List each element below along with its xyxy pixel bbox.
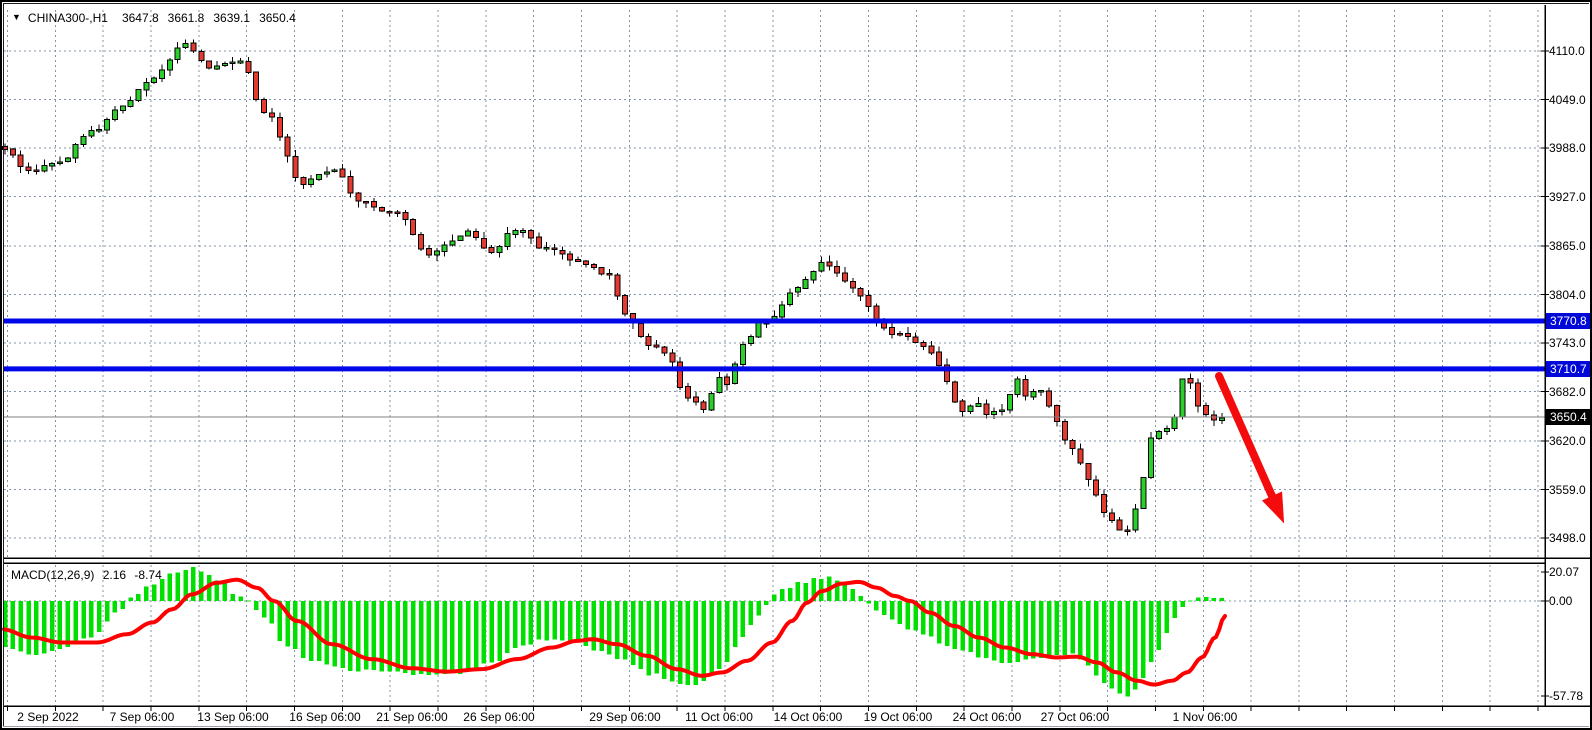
time-axis-label: 16 Sep 06:00	[289, 710, 361, 724]
frame-inner-bottom	[3, 726, 1589, 727]
chart-title-bar: ▼ CHINA300-,H1 3647.8 3661.8 3639.1 3650…	[12, 11, 305, 25]
price-axis-label: 4110.0	[1549, 43, 1585, 58]
price-axis-label: 3498.0	[1549, 531, 1586, 546]
price-axis-label: 3559.0	[1549, 482, 1586, 497]
macd-signal-value: -8.74	[134, 568, 162, 582]
candlestick-series	[2, 39, 1225, 536]
macd-signal-line	[2, 577, 1227, 687]
price-axis-label: 4049.0	[1549, 92, 1586, 107]
price-axis-label: 3804.0	[1549, 287, 1586, 302]
grid-lines	[4, 10, 1549, 711]
macd-indicator-label: MACD(12,26,9) 2.16 -8.74	[11, 568, 167, 582]
time-axis-label: 19 Oct 06:00	[863, 710, 933, 724]
time-axis-label: 11 Oct 06:00	[685, 710, 753, 724]
price-axis-label: 3927.0	[1549, 189, 1586, 204]
time-axis-label: 27 Oct 06:00	[1040, 710, 1110, 724]
time-axis[interactable]: 2 Sep 2022 7 Sep 06:00 13 Sep 06:00 16 Sep …	[2, 710, 1545, 728]
price-axis[interactable]: 4110.0 4049.0 3988.0 3927.0 3865.0 3804.0 3743…	[1546, 2, 1590, 706]
macd-axis-label: -57.78	[1549, 689, 1584, 703]
time-axis-label: 21 Sep 06:00	[376, 710, 448, 724]
time-axis-label: 1 Nov 06:00	[1172, 710, 1238, 724]
price-axis-label: 3620.0	[1549, 434, 1586, 449]
time-axis-label: 29 Sep 06:00	[589, 710, 661, 724]
price-badge-resistance-lower: 3710.7	[1546, 360, 1590, 377]
ohlc-high: 3661.8	[167, 11, 205, 25]
frame-inner-left	[3, 3, 4, 727]
ohlc-low: 3639.1	[213, 11, 251, 25]
price-axis-label: 3988.0	[1549, 141, 1586, 156]
time-axis-label: 24 Oct 06:00	[952, 710, 1022, 724]
macd-histogram	[2, 566, 1224, 697]
symbol-name: CHINA300-,H1	[27, 11, 108, 25]
trend-arrow-object[interactable]	[1215, 372, 1285, 524]
panel-frame	[4, 5, 1590, 707]
time-axis-label: 7 Sep 06:00	[109, 710, 175, 724]
time-axis-label: 26 Sep 06:00	[463, 710, 535, 724]
symbol-dropdown-icon[interactable]: ▼	[12, 12, 21, 22]
price-badge-resistance-upper: 3770.8	[1546, 313, 1590, 329]
macd-value: 2.16	[102, 568, 127, 582]
price-badge-bid-price: 3650.4	[1546, 408, 1590, 425]
time-axis-label: 2 Sep 2022	[17, 710, 79, 724]
frame-inner-top	[3, 3, 1589, 4]
ohlc-open: 3647.8	[121, 11, 159, 25]
time-axis-label: 13 Sep 06:00	[197, 710, 269, 724]
macd-axis-label: 20.07	[1549, 565, 1580, 579]
time-axis-label: 14 Oct 06:00	[773, 710, 843, 724]
price-axis-label: 3743.0	[1549, 336, 1586, 351]
macd-axis-label: 0.00	[1549, 594, 1573, 608]
price-axis-label: 3682.0	[1549, 384, 1586, 399]
price-axis-label: 3865.0	[1549, 239, 1586, 253]
ohlc-close: 3650.4	[259, 11, 296, 25]
macd-indicator-name: MACD(12,26,9)	[11, 568, 95, 582]
